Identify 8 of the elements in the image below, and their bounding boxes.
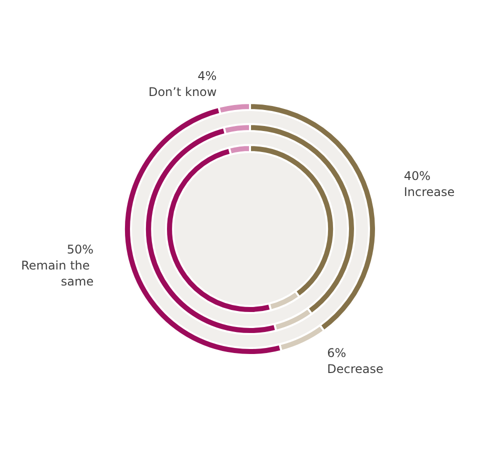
slice-label: Remain the same bbox=[21, 258, 94, 288]
data-label: 6% bbox=[327, 346, 346, 360]
data-label: 40% bbox=[404, 168, 431, 183]
slice-label: Decrease bbox=[327, 362, 384, 376]
slice-label: Increase bbox=[404, 184, 455, 199]
data-label: 4% bbox=[198, 69, 217, 84]
data-label: 50% bbox=[66, 242, 94, 256]
slice-label: Don’t know bbox=[148, 85, 217, 100]
